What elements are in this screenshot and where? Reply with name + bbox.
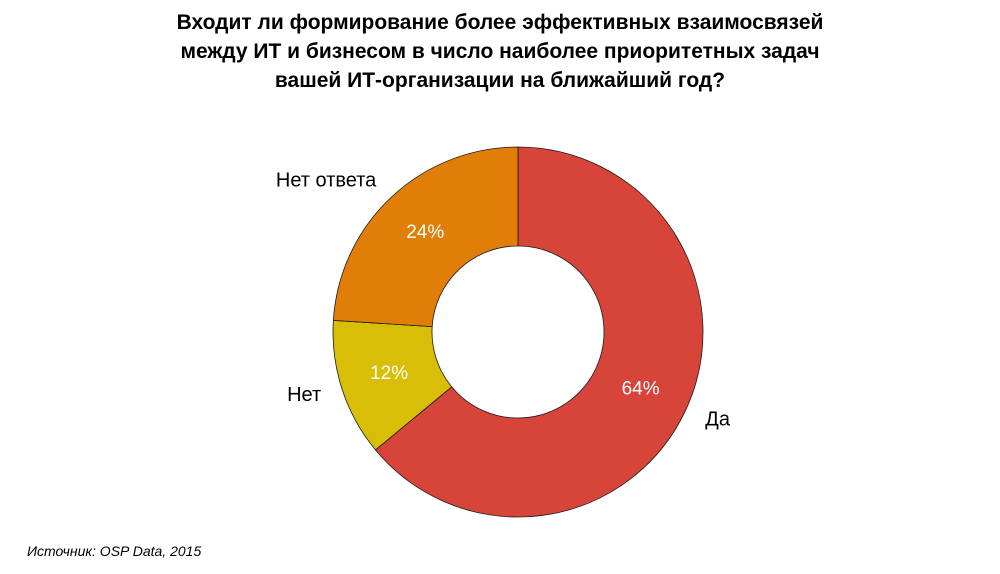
- donut-value-label-1: 12%: [370, 363, 408, 384]
- donut-slice-2: [332, 146, 519, 328]
- chart-title: Входит ли формирование более эффективных…: [176, 11, 824, 92]
- donut-slice-0: [374, 146, 704, 518]
- donut-value-label-0: 64%: [622, 379, 660, 400]
- donut-category-label-0: Да: [705, 408, 731, 430]
- donut-category-label-1: Нет: [287, 384, 321, 406]
- donut-value-label-2: 24%: [406, 222, 444, 243]
- source-note: Источник: OSP Data, 2015: [27, 543, 202, 559]
- donut-labels: 64% Да 12% Нет 24% Нет ответа: [276, 169, 731, 430]
- donut-category-label-2: Нет ответа: [276, 169, 377, 191]
- donut-slices: [332, 146, 704, 518]
